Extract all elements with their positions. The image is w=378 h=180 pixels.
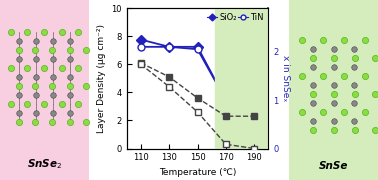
Text: SnSe$_2$: SnSe$_2$: [27, 157, 62, 171]
Y-axis label: x in SnSeₓ: x in SnSeₓ: [280, 55, 290, 102]
Y-axis label: Layer Density (μg cm⁻²): Layer Density (μg cm⁻²): [97, 24, 106, 133]
X-axis label: Temperature (℃): Temperature (℃): [159, 168, 236, 177]
Text: SnSe: SnSe: [319, 161, 348, 171]
Bar: [214, 8, 268, 148]
Legend: SiO₂, TiN: SiO₂, TiN: [206, 12, 264, 23]
